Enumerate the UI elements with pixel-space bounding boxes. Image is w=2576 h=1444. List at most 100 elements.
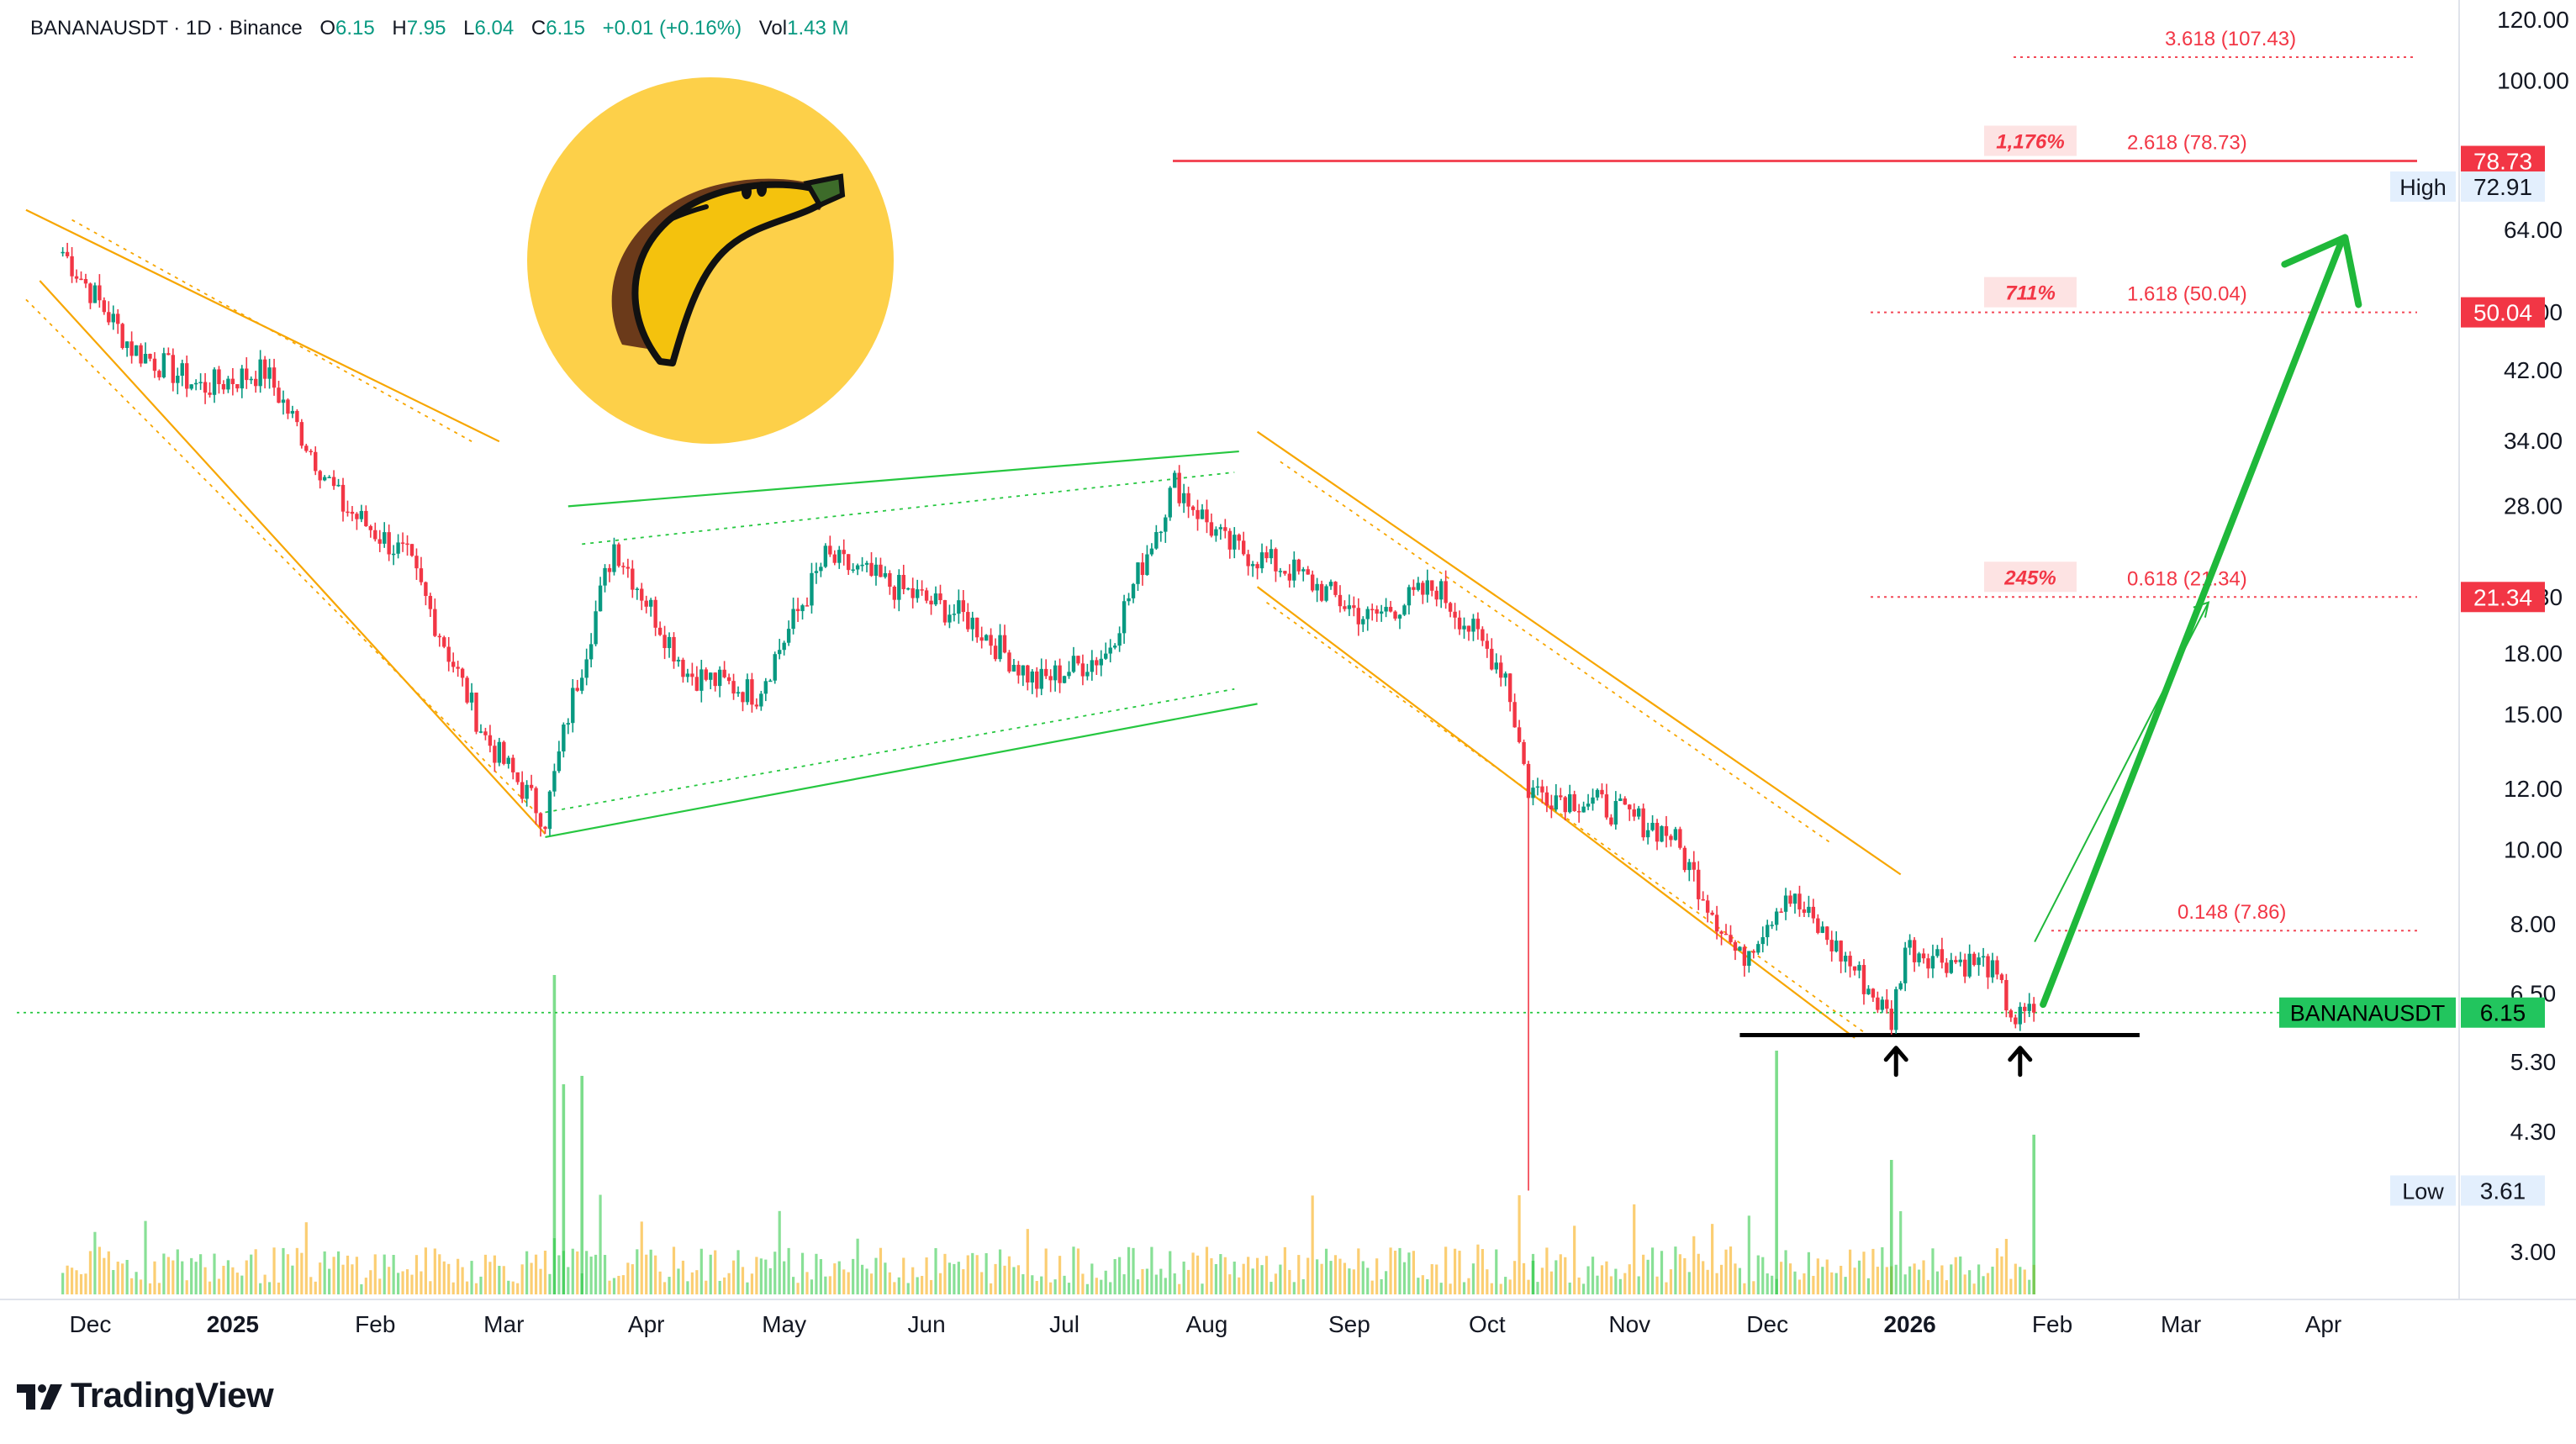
volume-bar	[1242, 1263, 1245, 1294]
candle-body	[83, 278, 88, 284]
candle-body	[166, 353, 171, 356]
volume-bar	[1288, 1269, 1291, 1294]
candle-body	[1095, 660, 1099, 666]
volume-bar	[414, 1255, 419, 1294]
candle-body	[759, 693, 763, 707]
volume-bar	[438, 1254, 441, 1294]
candle-body	[773, 654, 777, 681]
candle-body	[1517, 727, 1522, 742]
volume-bar	[125, 1259, 129, 1294]
candle-body	[1328, 582, 1333, 587]
volume-bar	[1118, 1257, 1122, 1294]
candle-body	[1783, 895, 1788, 912]
time-tick-label: Jun	[908, 1311, 946, 1337]
candle-body	[938, 593, 942, 601]
volume-bar	[636, 1249, 639, 1294]
volume-bar	[176, 1249, 179, 1294]
candle-body	[672, 636, 676, 661]
volume-bar	[1430, 1264, 1433, 1294]
candle-body	[920, 589, 924, 591]
candle-body	[1568, 793, 1572, 813]
time-tick-label: Aug	[1186, 1311, 1228, 1337]
candle-body	[1641, 808, 1645, 838]
volume-bar	[534, 1254, 538, 1294]
volume-bar	[383, 1254, 386, 1294]
candle-body	[208, 393, 212, 395]
candle-body	[1196, 509, 1200, 519]
time-tick-label: 2026	[1883, 1311, 1935, 1337]
volume-bar	[1260, 1265, 1264, 1294]
candle-body	[1481, 629, 1485, 641]
candle-body	[414, 556, 419, 569]
volume-bar	[369, 1270, 372, 1294]
candle-body	[424, 582, 428, 597]
candle-body	[1365, 609, 1370, 619]
candle-body	[1421, 582, 1425, 595]
volume-bar	[1132, 1247, 1135, 1294]
candle-body	[1264, 552, 1269, 559]
volume-bar	[1618, 1278, 1622, 1294]
volume-bar	[520, 1264, 524, 1294]
candle-body	[1861, 965, 1866, 994]
candle-body	[1388, 607, 1393, 612]
candle-body	[359, 510, 364, 519]
candle-body	[1071, 656, 1076, 672]
volume-bar	[984, 1252, 988, 1294]
candle-body	[778, 650, 782, 655]
volume-bar	[1104, 1270, 1107, 1294]
candle-body	[897, 574, 901, 600]
volume-bar	[474, 1283, 478, 1294]
volume-bar	[103, 1257, 106, 1294]
candle-body	[603, 567, 607, 586]
candle-body	[1807, 906, 1811, 913]
candle-body	[1880, 999, 1885, 1010]
volume-value: 1.43 M	[787, 17, 849, 40]
candle-body	[437, 635, 441, 638]
volume-bar	[796, 1283, 800, 1294]
volume-bar	[1417, 1278, 1420, 1294]
candle-body	[975, 617, 979, 638]
candle-body	[1412, 587, 1416, 590]
volume-bar	[1968, 1270, 1972, 1294]
candle-body	[433, 609, 437, 636]
candle-body	[1839, 941, 1843, 962]
volume-bar	[272, 1247, 276, 1294]
price-tick-label: 100.00	[2497, 67, 2569, 93]
candle-body	[1632, 809, 1636, 817]
candle-body	[2027, 1004, 2031, 1011]
price-tick-label: 10.00	[2504, 837, 2563, 863]
volume-bar	[1848, 1249, 1852, 1294]
candle-body	[598, 585, 603, 612]
candle-body	[1554, 795, 1559, 810]
volume-bar	[360, 1283, 363, 1294]
banana-eye	[757, 182, 767, 197]
candle-body	[571, 688, 575, 724]
tradingview-logo[interactable]: TradingView	[17, 1375, 274, 1418]
candle-body	[754, 704, 759, 707]
volume-bar	[291, 1265, 294, 1294]
high-value: 7.95	[406, 17, 446, 40]
volume-bar	[906, 1283, 910, 1294]
candle-body	[837, 550, 842, 563]
candle-body	[1375, 609, 1379, 614]
candle-body	[1829, 940, 1834, 951]
candle-body	[1173, 472, 1177, 488]
thin-projection-arrow-head	[2193, 601, 2210, 618]
volume-bar	[662, 1282, 667, 1294]
candle-body	[1393, 611, 1397, 619]
candle-body	[511, 757, 515, 772]
volume-bar	[1191, 1252, 1195, 1294]
volume-bar	[1793, 1271, 1797, 1294]
candle-body	[1921, 953, 1926, 959]
volume-bar	[1628, 1264, 1631, 1294]
volume-bar	[1385, 1271, 1388, 1294]
volume-bar	[1830, 1272, 1834, 1294]
candle-body	[1227, 530, 1232, 550]
candle-body	[1876, 997, 1880, 1010]
time-tick-label: Feb	[2032, 1311, 2072, 1337]
volume-bar	[1586, 1266, 1590, 1294]
volume-bar	[1573, 1225, 1576, 1294]
price-tag-value: 50.04	[2473, 300, 2532, 326]
symbol-title: BANANAUSDT · 1D · Binance	[30, 17, 303, 40]
